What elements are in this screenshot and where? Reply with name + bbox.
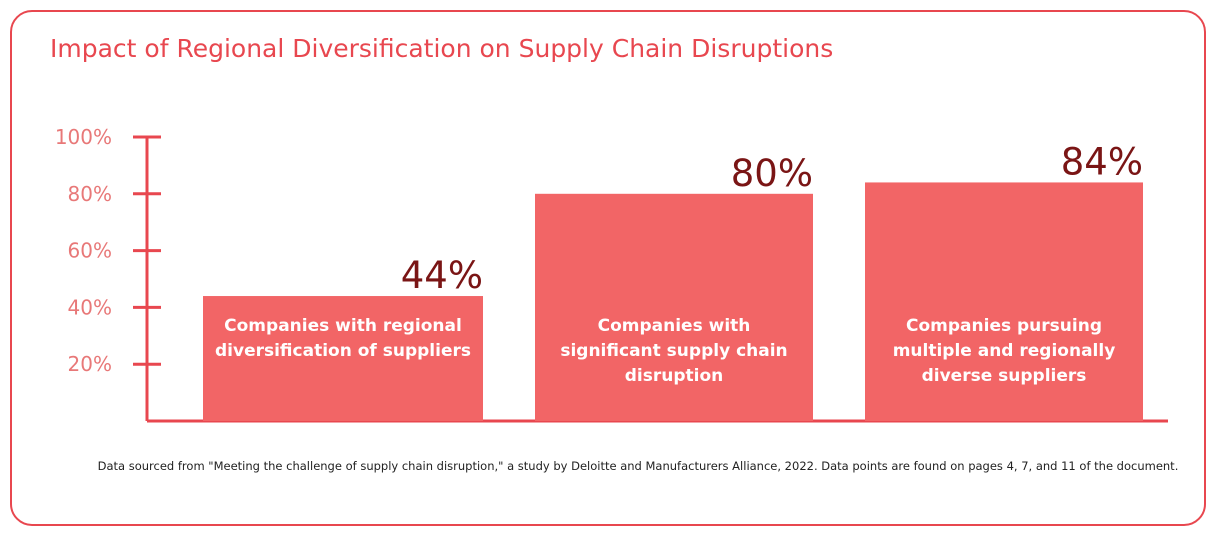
- y-tick-label: 60%: [68, 239, 112, 263]
- value-label: 44%: [401, 254, 483, 297]
- bar: [203, 296, 483, 421]
- bar: [535, 193, 813, 421]
- value-label: 80%: [731, 152, 813, 195]
- category-label: Companies with regional diversification …: [215, 316, 471, 361]
- y-tick-label: 40%: [68, 295, 112, 319]
- frame: [10, 10, 1206, 526]
- y-tick-label: 100%: [55, 125, 112, 149]
- chart-title: Impact of Regional Diversification on Su…: [50, 34, 834, 63]
- y-tick-label: 80%: [68, 182, 112, 206]
- category-label: Companies pursuing multiple and regional…: [892, 316, 1116, 386]
- category-label: Companies with significant supply chain …: [560, 316, 788, 386]
- value-label: 84%: [1061, 140, 1143, 183]
- bar: [865, 182, 1143, 421]
- y-tick-label: 20%: [68, 352, 112, 376]
- source-note: Data sourced from "Meeting the challenge…: [97, 459, 1179, 473]
